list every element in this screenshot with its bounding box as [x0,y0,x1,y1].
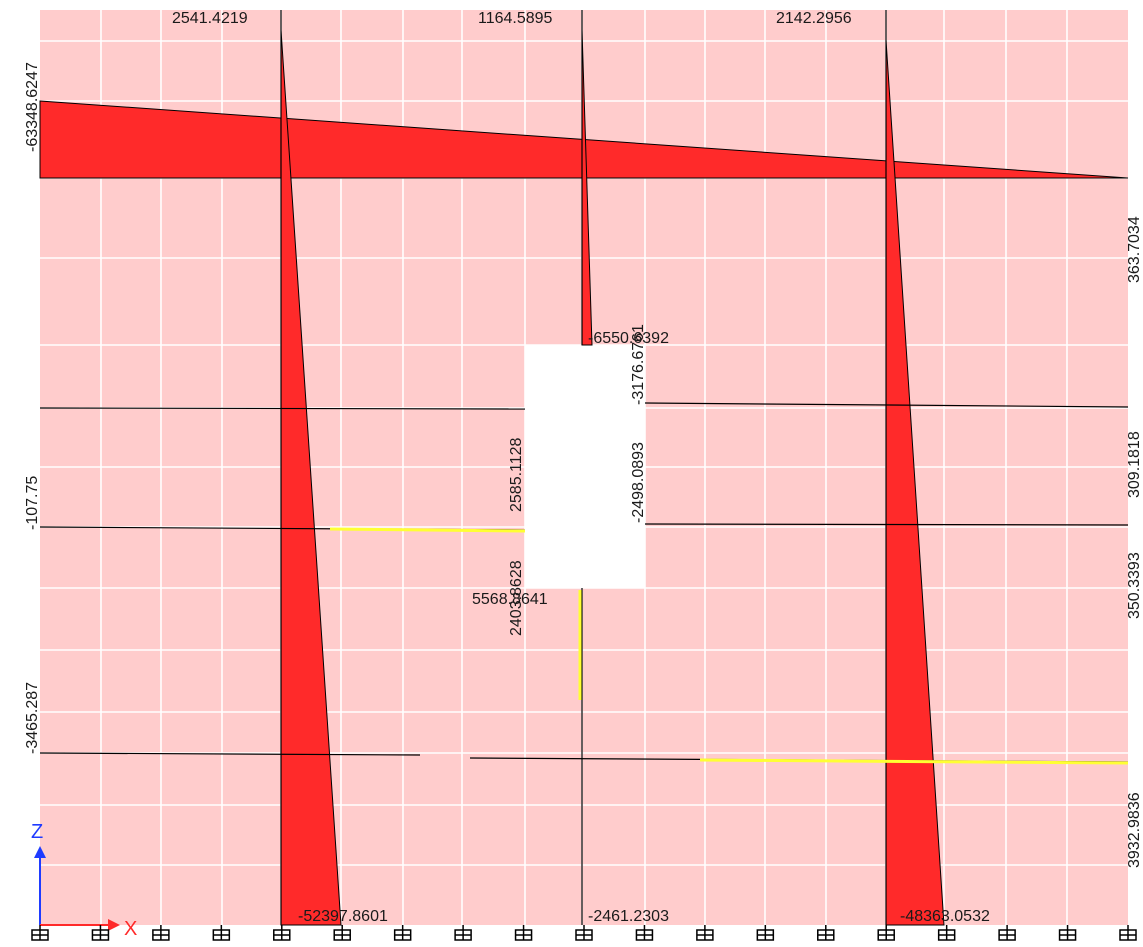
beam-right-upper [644,402,1129,408]
fixed-support-icon [756,925,775,941]
beam-right-middle [644,523,1129,526]
fixed-support-icon [454,925,472,941]
label-col3-bottom: -48363.0532 [900,908,990,925]
fixed-support-icon [212,925,231,941]
axis-x-label: X [124,918,137,940]
fixed-support-icon [393,925,412,941]
fixed-support-icon [937,925,956,941]
fixed-support-icon [1119,925,1137,941]
label-col2-bottom: -2461.2303 [588,908,669,925]
fixed-support-icon [273,925,291,941]
beam-right-lower-highlight [699,758,1129,765]
label-beam-top-right: 363.7034 [1126,216,1143,283]
label-right-low: 3932.9836 [1126,792,1143,868]
supports-row [31,925,1137,941]
fixed-support-icon [877,925,895,941]
fixed-support-icon [817,925,835,941]
fixed-support-icon [998,925,1016,941]
fixed-support-icon [575,925,593,941]
axis-z-label: Z [31,821,43,843]
axes-indicator: Z X [31,821,137,940]
label-col1-bottom: -52397.8601 [298,908,388,925]
fixed-support-icon [635,925,654,941]
label-left-mid: -107.75 [24,476,41,530]
label-col1-top: 2541.4219 [172,10,248,27]
label-right-mid-lower: 350.3393 [1126,552,1143,619]
beam-left-upper [39,407,526,410]
label-col2-opening-top: -6550.6392 [588,330,669,347]
label-opening-right-mid: -2498.0893 [630,442,647,523]
fixed-support-icon [91,925,110,941]
label-col3-top: 2142.2956 [776,10,852,27]
label-opening-bottom: 5568.8641 [472,591,548,608]
fixed-support-icon [333,925,351,941]
fixed-support-icon [152,925,170,941]
label-opening-left-bottom: 2403.8628 [508,560,525,636]
label-left-low: -3465.287 [24,682,41,754]
fixed-support-icon [514,925,533,941]
fixed-support-icon [1058,925,1077,941]
wall-opening [525,345,645,588]
label-col2-top: 1164.5895 [478,10,553,27]
beam-left-middle-highlight [329,527,526,533]
label-beam-top-left: -63348.6247 [24,62,41,152]
beam-left-lower [39,752,421,756]
label-right-mid-upper: 309.1818 [1126,431,1143,498]
label-opening-right-top: -3176.6761 [630,324,647,405]
fixed-support-icon [696,925,714,941]
label-opening-left-top: 2585.1128 [508,437,525,512]
fixed-support-icon [31,925,49,941]
